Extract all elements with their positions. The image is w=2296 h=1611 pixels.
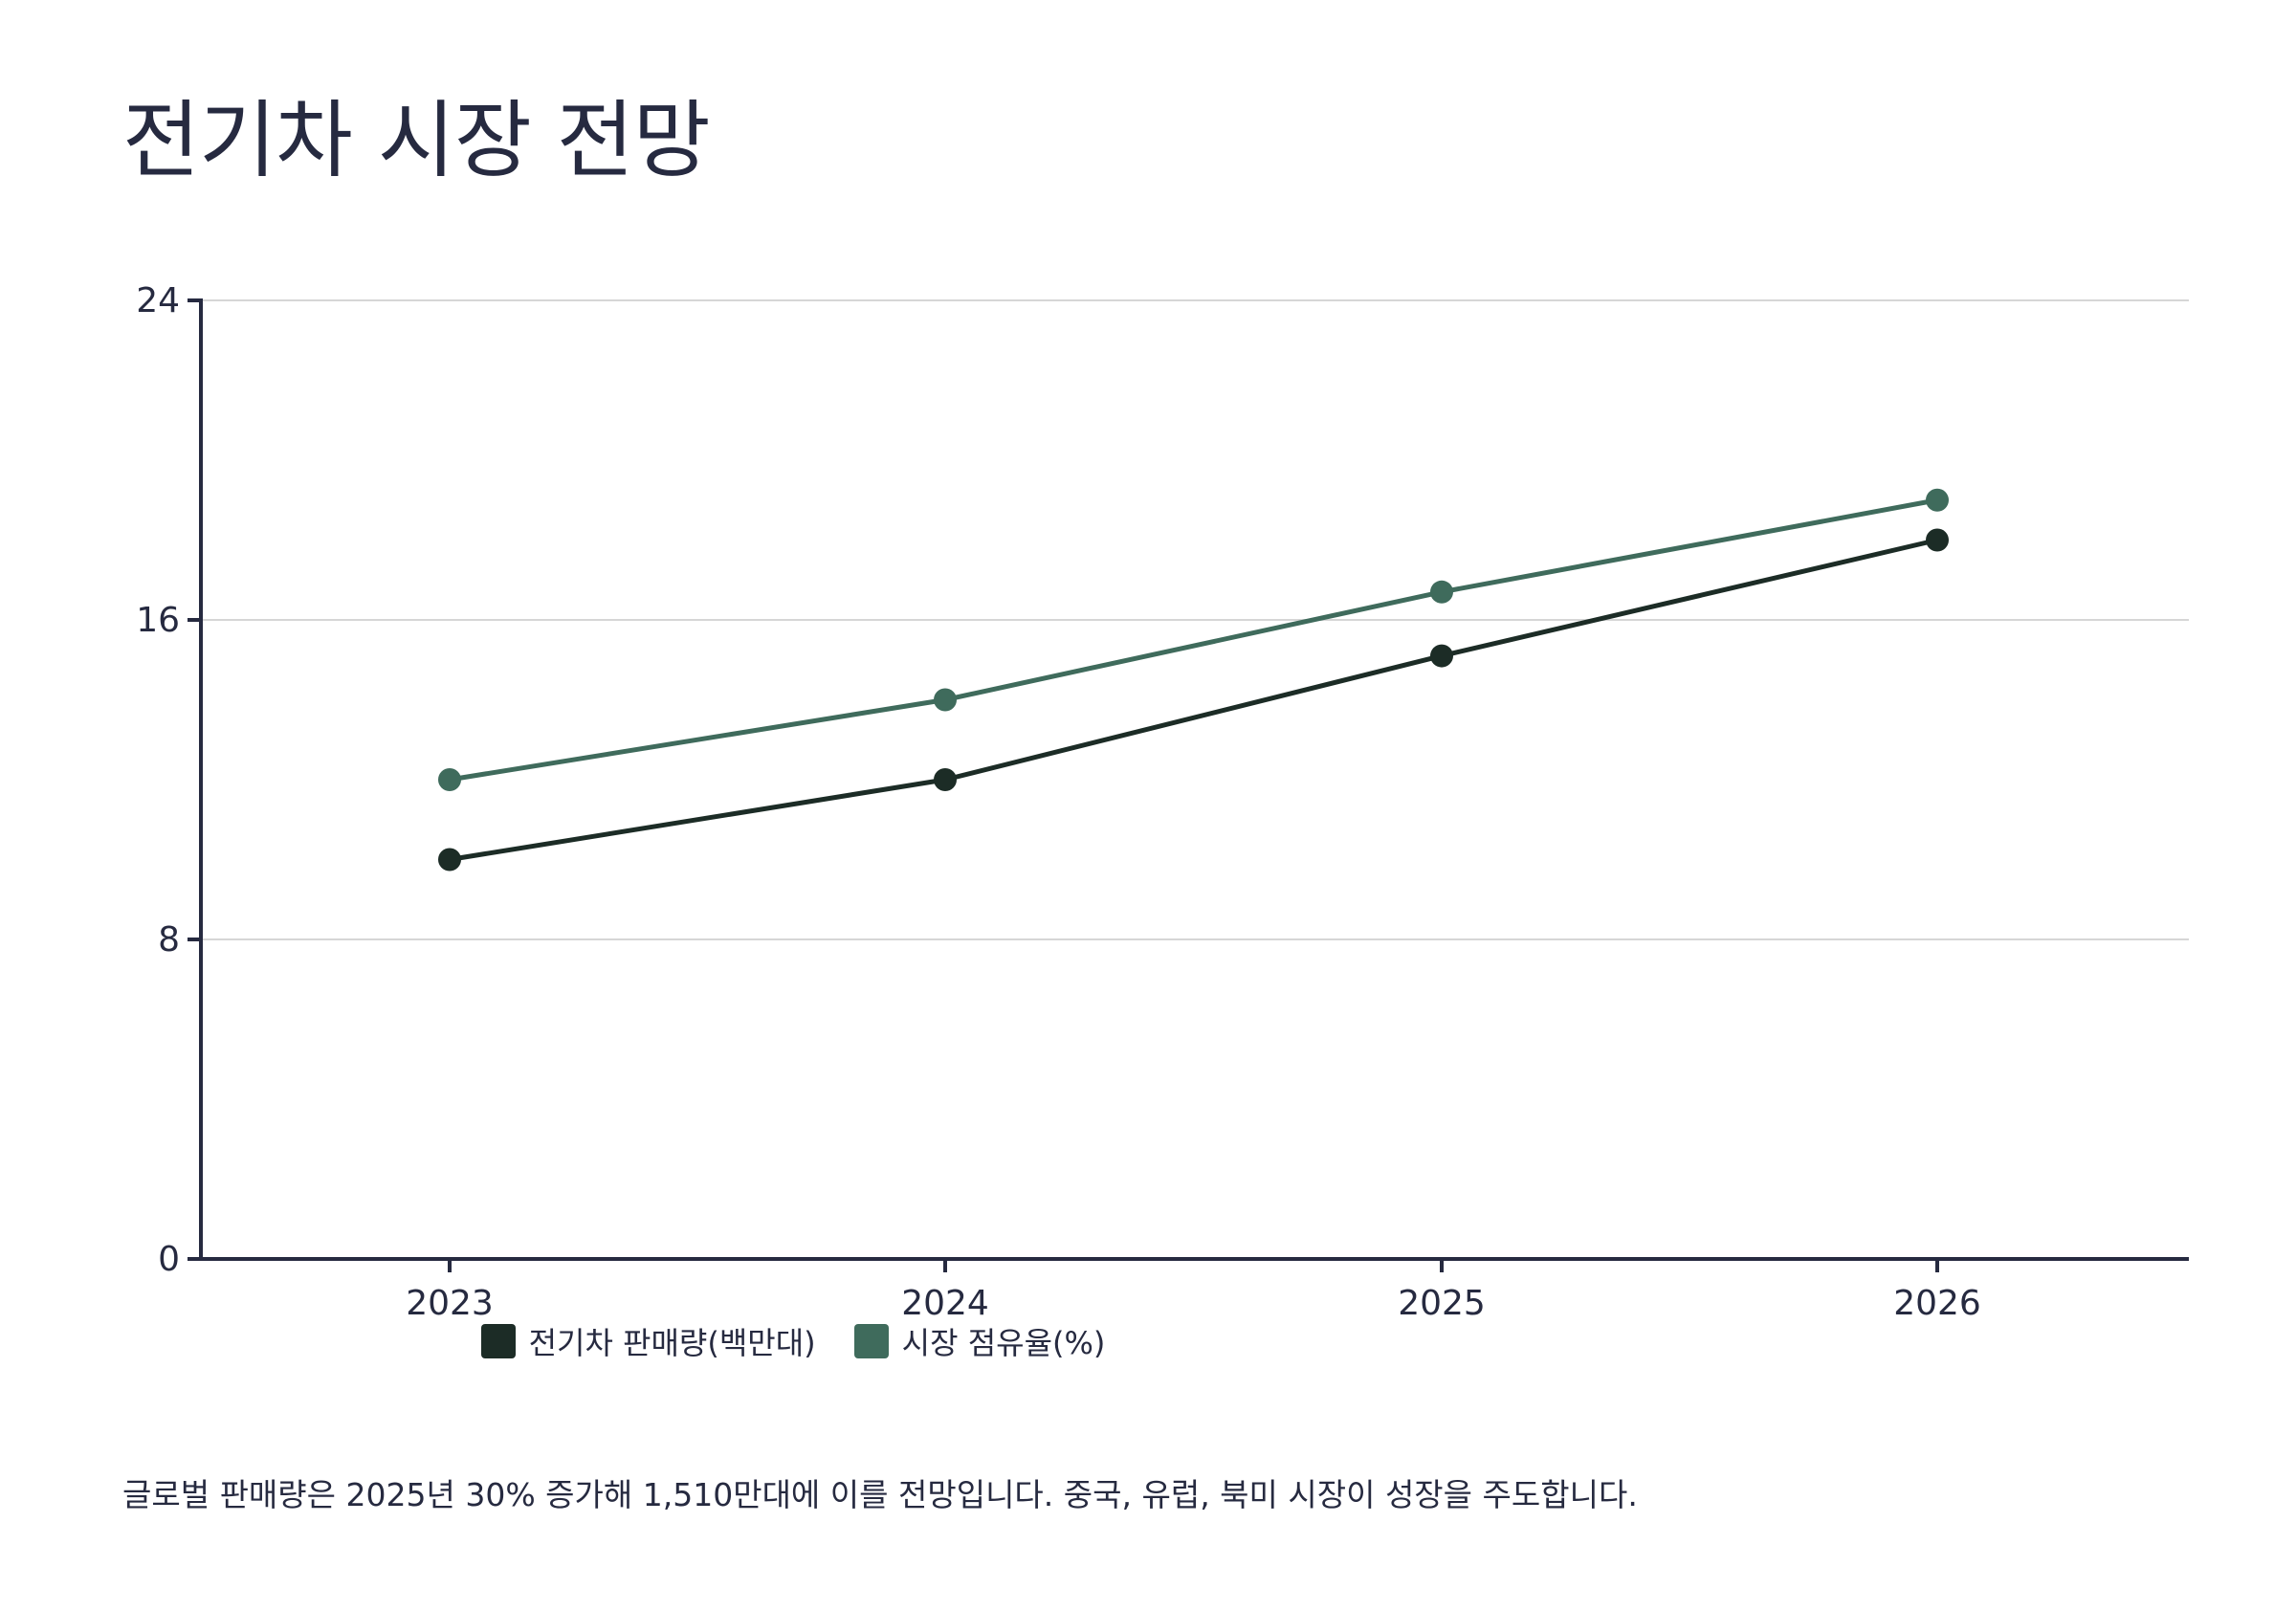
legend-swatch-sales (480, 1324, 516, 1358)
y-tick-label: 0 (158, 1240, 180, 1279)
series-line-1 (449, 497, 1938, 783)
legend: 전기차 판매량(백만대) 시장 점유율(%) (0, 1319, 1586, 1363)
legend-label-share: 시장 점유율(%) (901, 1325, 1106, 1361)
chart-title: 전기차 시장 전망 (122, 91, 711, 189)
legend-swatch-share (853, 1324, 889, 1358)
data-point-s1-2025[interactable] (1430, 580, 1453, 604)
x-tick-label: 2024 (901, 1284, 989, 1323)
legend-item-sales[interactable]: 전기차 판매량(백만대) (480, 1319, 816, 1363)
data-point-s1-2023[interactable] (438, 768, 461, 791)
data-point-s1-2024[interactable] (934, 688, 957, 712)
chart-caption: 글로벌 판매량은 2025년 30% 증가해 1,510만대에 이를 전망입니다… (122, 1476, 1638, 1513)
legend-item-share[interactable]: 시장 점유율(%) (853, 1319, 1106, 1363)
data-point-s0-2025[interactable] (1430, 644, 1453, 668)
data-point-s1-2026[interactable] (1926, 488, 1949, 512)
y-tick-label: 8 (158, 920, 180, 960)
data-point-s0-2026[interactable] (1926, 528, 1949, 552)
legend-label-sales: 전기차 판매량(백만대) (528, 1325, 816, 1361)
series-markers (438, 488, 1949, 872)
x-tick-label: 2023 (406, 1284, 494, 1323)
x-tick-label: 2026 (1893, 1284, 1981, 1323)
y-tick-label: 24 (136, 281, 180, 320)
series-line-0 (449, 538, 1938, 862)
x-tick-label: 2025 (1398, 1284, 1486, 1323)
axes: 0 8 16 24 2023 2024 2025 2026 (136, 281, 2189, 1323)
data-point-s0-2024[interactable] (934, 768, 957, 791)
y-tick-label: 16 (136, 601, 180, 640)
data-point-s0-2023[interactable] (438, 848, 461, 872)
grid-lines (201, 299, 2189, 940)
series-lines (449, 497, 1938, 862)
